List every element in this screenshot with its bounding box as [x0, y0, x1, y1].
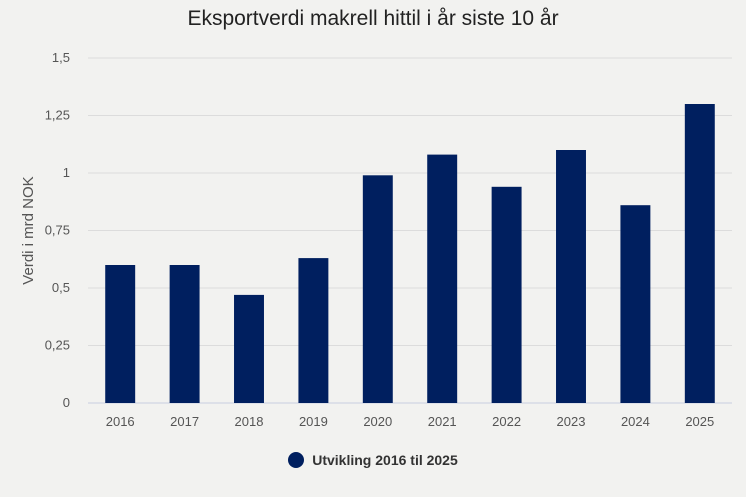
y-tick-label: 0,25	[45, 338, 70, 353]
bar	[684, 104, 715, 403]
x-tick-label: 2017	[170, 414, 199, 429]
bar	[620, 205, 651, 403]
x-tick-label: 2016	[106, 414, 135, 429]
x-tick-label: 2025	[685, 414, 714, 429]
bar	[491, 186, 522, 403]
y-tick-label: 0,75	[45, 223, 70, 238]
y-tick-label: 1,5	[52, 50, 70, 65]
bar	[556, 150, 586, 403]
x-tick-label: 2018	[235, 414, 264, 429]
y-tick-label: 1,25	[45, 108, 70, 123]
x-tick-label: 2021	[428, 414, 457, 429]
legend[interactable]: Utvikling 2016 til 2025	[0, 452, 746, 468]
bar	[105, 265, 136, 403]
bar	[169, 265, 200, 403]
x-tick-label: 2022	[492, 414, 521, 429]
y-tick-label: 1	[63, 165, 70, 180]
legend-label: Utvikling 2016 til 2025	[312, 452, 458, 468]
bar	[298, 258, 329, 403]
x-tick-label: 2024	[621, 414, 650, 429]
x-tick-label: 2019	[299, 414, 328, 429]
x-tick-label: 2023	[557, 414, 586, 429]
y-axis-title: Verdi i mrd NOK	[20, 176, 37, 284]
legend-swatch	[288, 452, 305, 468]
bar	[362, 175, 393, 403]
y-tick-label: 0	[63, 395, 70, 410]
x-tick-label: 2020	[363, 414, 392, 429]
chart-title: Eksportverdi makrell hittil i år siste 1…	[187, 7, 559, 30]
y-tick-label: 0,5	[52, 280, 70, 295]
bar	[427, 154, 458, 403]
bar	[234, 294, 264, 403]
